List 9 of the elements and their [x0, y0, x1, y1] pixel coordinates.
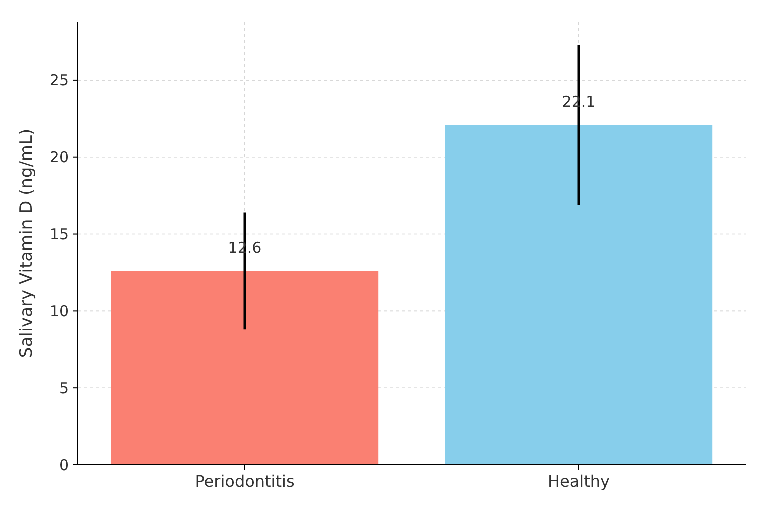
y-tick-label: 5 [59, 379, 69, 398]
y-axis-title: Salivary Vitamin D (ng/mL) [17, 128, 37, 358]
y-tick-label: 20 [50, 148, 69, 167]
y-tick-label: 25 [50, 72, 69, 90]
y-tick-label: 10 [50, 302, 69, 320]
y-tick-label: 15 [50, 226, 69, 244]
x-tick-label: Periodontitis [195, 472, 295, 491]
x-tick-label: Healthy [548, 472, 610, 491]
y-tick-label: 0 [59, 456, 69, 474]
